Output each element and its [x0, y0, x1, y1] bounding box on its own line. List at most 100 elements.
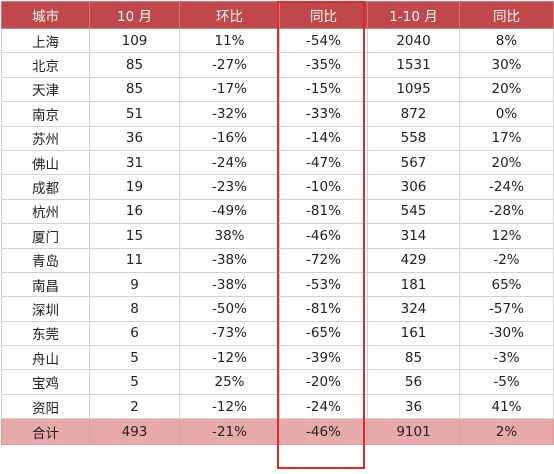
total-ytd-yoy: 2% [459, 418, 554, 446]
cell-yoy: -33% [279, 101, 368, 127]
cell-mom: -17% [179, 76, 280, 103]
cell-city: 杭州 [1, 198, 90, 225]
cell-ytd-yoy: -5% [459, 369, 554, 395]
cell-city: 佛山 [1, 149, 90, 176]
table-row: 佛山 31 -24% -47% 567 20% [1, 149, 554, 176]
table-row: 成都 19 -23% -10% 306 -24% [1, 174, 554, 200]
table-row: 厦门 15 38% -46% 314 12% [1, 223, 554, 249]
cell-city: 深圳 [1, 296, 90, 322]
header-oct: 10 月 [89, 1, 180, 29]
cell-ytd: 872 [367, 101, 460, 127]
table-row: 青岛 11 -38% -72% 429 -2% [1, 247, 554, 273]
total-label: 合计 [1, 418, 90, 446]
cell-yoy: -81% [279, 198, 368, 225]
cell-yoy: -47% [279, 149, 368, 176]
cell-yoy: -72% [279, 247, 368, 273]
cell-ytd: 181 [367, 271, 460, 298]
table-row: 苏州 36 -16% -14% 558 17% [1, 125, 554, 151]
cell-mom: -23% [179, 174, 280, 200]
cell-city: 苏州 [1, 125, 90, 151]
cell-ytd-yoy: 12% [459, 223, 554, 249]
cell-city: 成都 [1, 174, 90, 200]
cell-ytd-yoy: -57% [459, 296, 554, 322]
cell-ytd: 558 [367, 125, 460, 151]
cell-ytd-yoy: -3% [459, 345, 554, 371]
cell-city: 厦门 [1, 223, 90, 249]
cell-ytd-yoy: 20% [459, 149, 554, 176]
cell-yoy: -54% [279, 27, 368, 54]
cell-ytd-yoy: -30% [459, 320, 554, 347]
cell-ytd-yoy: -2% [459, 247, 554, 273]
cell-yoy: -20% [279, 369, 368, 395]
cell-mom: 38% [179, 223, 280, 249]
cell-mom: 11% [179, 27, 280, 54]
table-row: 宝鸡 5 25% -20% 56 -5% [1, 369, 554, 395]
cell-ytd: 324 [367, 296, 460, 322]
cell-mom: -27% [179, 52, 280, 78]
cell-mom: -32% [179, 101, 280, 127]
cell-oct: 85 [89, 76, 180, 103]
cell-ytd: 545 [367, 198, 460, 225]
cell-city: 宝鸡 [1, 369, 90, 395]
cell-oct: 85 [89, 52, 180, 78]
cell-yoy: -53% [279, 271, 368, 298]
cell-mom: -12% [179, 393, 280, 420]
cell-city: 青岛 [1, 247, 90, 273]
cell-ytd: 314 [367, 223, 460, 249]
cell-mom: -38% [179, 247, 280, 273]
cell-city: 东莞 [1, 320, 90, 347]
cell-ytd-yoy: 20% [459, 76, 554, 103]
table-row: 南昌 9 -38% -53% 181 65% [1, 271, 554, 298]
cell-oct: 11 [89, 247, 180, 273]
cell-oct: 15 [89, 223, 180, 249]
total-ytd: 9101 [367, 418, 460, 446]
cell-ytd-yoy: -24% [459, 174, 554, 200]
total-yoy: -46% [279, 418, 368, 446]
cell-ytd: 85 [367, 345, 460, 371]
table-row: 舟山 5 -12% -39% 85 -3% [1, 345, 554, 371]
total-row: 合计 493 -21% -46% 9101 2% [1, 418, 554, 446]
cell-ytd: 567 [367, 149, 460, 176]
cell-mom: -49% [179, 198, 280, 225]
cell-ytd-yoy: -28% [459, 198, 554, 225]
cell-ytd: 2040 [367, 27, 460, 54]
table-row: 东莞 6 -73% -65% 161 -30% [1, 320, 554, 347]
cell-oct: 8 [89, 296, 180, 322]
total-mom: -21% [179, 418, 280, 446]
cell-yoy: -46% [279, 223, 368, 249]
city-data-table: 城市 10 月 环比 同比 1-10 月 同比 上海 109 11% -54% 2040… [1, 1, 554, 446]
cell-ytd: 161 [367, 320, 460, 347]
cell-yoy: -35% [279, 52, 368, 78]
cell-mom: -73% [179, 320, 280, 347]
cell-city: 天津 [1, 76, 90, 103]
cell-oct: 51 [89, 101, 180, 127]
cell-yoy: -65% [279, 320, 368, 347]
cell-ytd: 429 [367, 247, 460, 273]
cell-ytd-yoy: 17% [459, 125, 554, 151]
cell-oct: 5 [89, 369, 180, 395]
cell-ytd: 306 [367, 174, 460, 200]
cell-oct: 16 [89, 198, 180, 225]
cell-mom: -24% [179, 149, 280, 176]
table-body: 上海 109 11% -54% 2040 8% 北京 85 -27% -35% 1531 30% 天津 8… [1, 27, 554, 420]
cell-mom: -38% [179, 271, 280, 298]
cell-ytd-yoy: 8% [459, 27, 554, 54]
cell-oct: 6 [89, 320, 180, 347]
cell-city: 舟山 [1, 345, 90, 371]
cell-yoy: -15% [279, 76, 368, 103]
cell-city: 南京 [1, 101, 90, 127]
table-row: 南京 51 -32% -33% 872 0% [1, 101, 554, 127]
cell-city: 南昌 [1, 271, 90, 298]
cell-ytd: 56 [367, 369, 460, 395]
cell-mom: 25% [179, 369, 280, 395]
cell-oct: 9 [89, 271, 180, 298]
cell-city: 北京 [1, 52, 90, 78]
cell-oct: 2 [89, 393, 180, 420]
cell-mom: -16% [179, 125, 280, 151]
cell-city: 资阳 [1, 393, 90, 420]
cell-ytd-yoy: 0% [459, 101, 554, 127]
cell-oct: 5 [89, 345, 180, 371]
cell-ytd-yoy: 65% [459, 271, 554, 298]
cell-yoy: -10% [279, 174, 368, 200]
header-ytd: 1-10 月 [367, 1, 460, 29]
